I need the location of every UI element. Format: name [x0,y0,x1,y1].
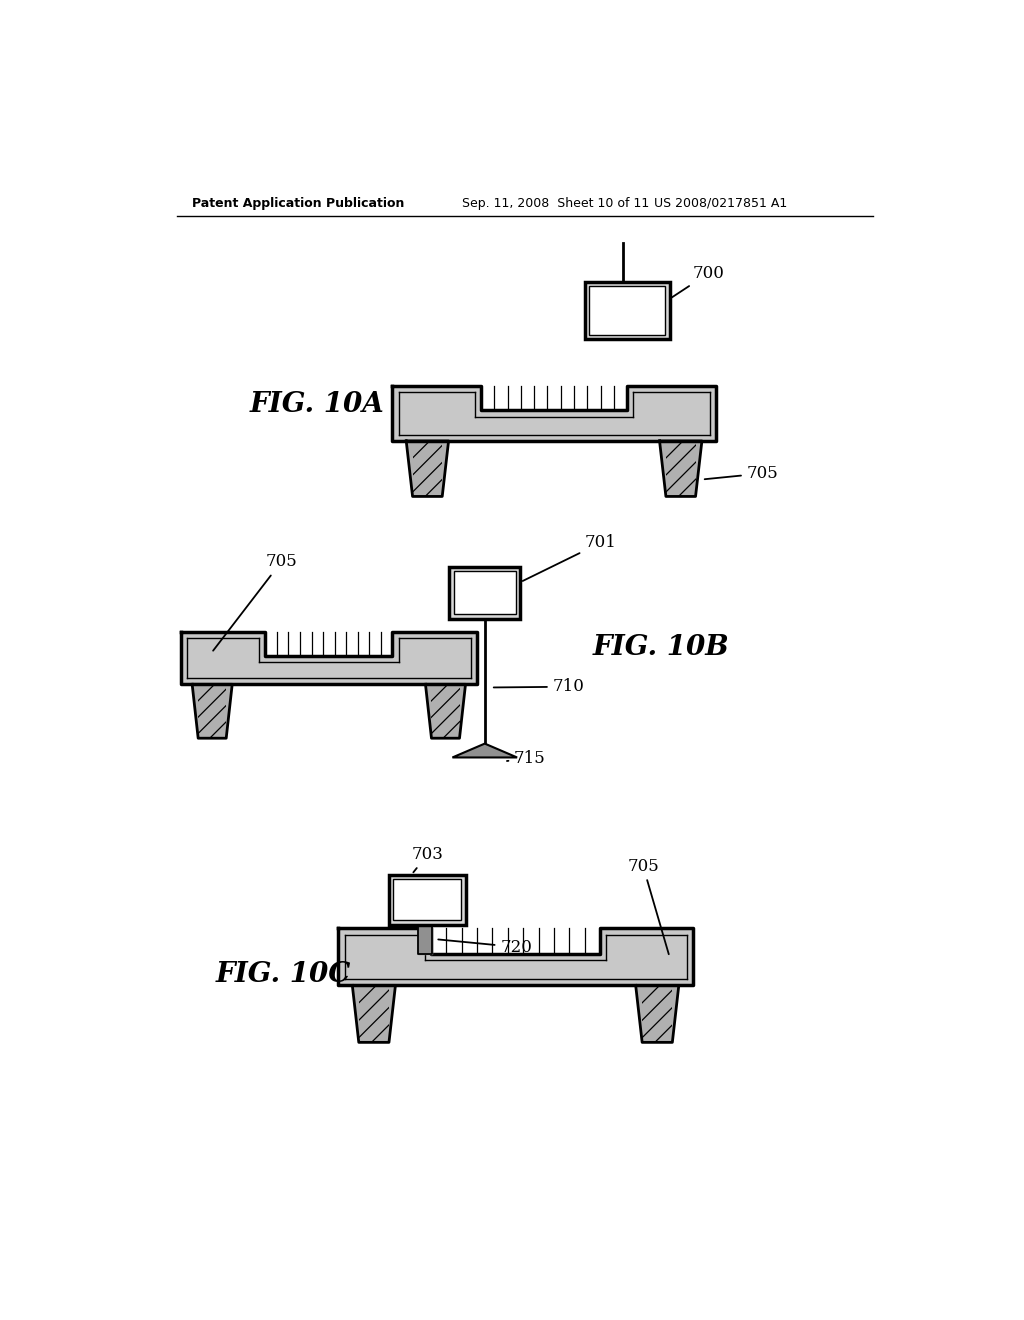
Bar [393,879,461,920]
Bar [454,572,515,614]
Bar [358,985,389,1043]
Text: FIG. 10A: FIG. 10A [250,391,385,418]
Polygon shape [659,441,701,496]
Text: FIG. 10C: FIG. 10C [215,961,350,989]
Bar [413,441,442,496]
Polygon shape [636,985,679,1043]
Bar [590,286,665,335]
Polygon shape [193,684,232,738]
Text: US 2008/0217851 A1: US 2008/0217851 A1 [654,197,787,210]
Text: 710: 710 [494,678,585,696]
Polygon shape [339,928,692,985]
Bar [199,684,226,738]
Bar [585,281,670,339]
Text: Sep. 11, 2008  Sheet 10 of 11: Sep. 11, 2008 Sheet 10 of 11 [462,197,649,210]
Text: 720: 720 [438,939,532,956]
Polygon shape [392,385,716,441]
Bar [590,286,665,335]
Bar [388,874,466,924]
Text: FIG. 10B: FIG. 10B [593,634,729,661]
Bar [454,572,515,614]
Text: 705: 705 [705,465,778,482]
Polygon shape [180,632,477,684]
Bar [431,684,460,738]
Text: 701: 701 [522,535,616,581]
Polygon shape [425,684,466,738]
Text: 703: 703 [412,846,443,873]
Text: Patent Application Publication: Patent Application Publication [193,197,404,210]
Polygon shape [453,743,517,758]
Text: 705: 705 [213,553,297,651]
Bar [642,985,673,1043]
Bar [450,566,520,619]
Polygon shape [352,985,395,1043]
Bar [393,879,461,920]
Text: 705: 705 [628,858,669,954]
Text: 700: 700 [672,265,725,297]
Polygon shape [407,441,449,496]
Polygon shape [418,924,432,954]
Bar [666,441,695,496]
Text: 715: 715 [507,750,546,767]
